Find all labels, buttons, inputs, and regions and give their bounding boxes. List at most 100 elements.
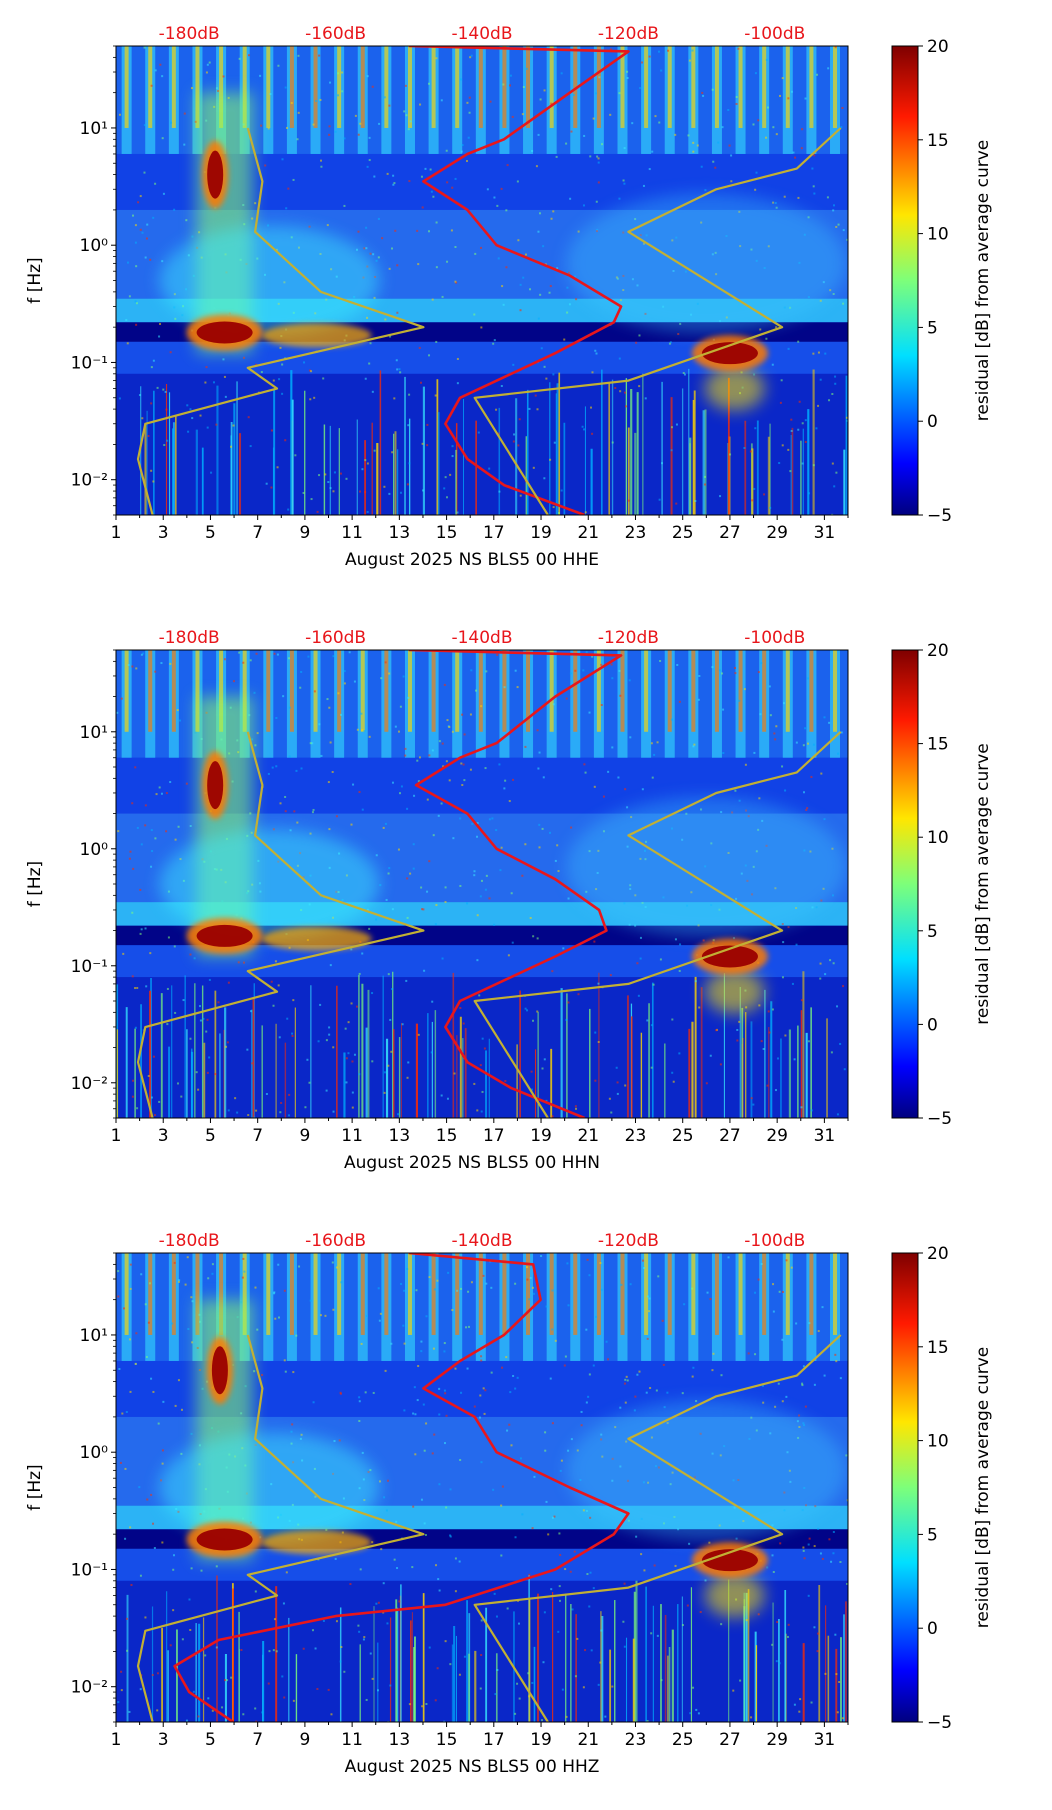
noise-speckle	[292, 999, 295, 1002]
noise-speckle	[408, 393, 411, 396]
noise-speckle	[161, 260, 164, 263]
noise-speckle	[761, 1384, 764, 1387]
daily-streak-core	[691, 650, 696, 732]
noise-speckle	[454, 280, 457, 283]
noise-speckle	[624, 788, 627, 791]
noise-speckle	[490, 1286, 493, 1289]
noise-speckle	[553, 441, 556, 444]
noise-speckle	[297, 111, 300, 114]
noise-speckle	[481, 1037, 484, 1040]
noise-speckle	[644, 397, 647, 400]
noise-speckle	[795, 943, 798, 946]
noise-speckle	[178, 1279, 181, 1282]
noise-speckle	[691, 49, 694, 52]
noise-speckle	[832, 1552, 835, 1555]
noise-speckle	[819, 962, 822, 965]
noise-speckle	[610, 663, 613, 666]
noise-speckle	[413, 1386, 416, 1389]
noise-speckle	[772, 1310, 775, 1313]
noise-speckle	[636, 962, 639, 965]
noise-speckle	[331, 770, 334, 773]
noise-speckle	[459, 1458, 462, 1461]
noise-speckle	[158, 786, 161, 789]
noise-speckle	[597, 161, 600, 164]
noise-speckle	[242, 661, 245, 664]
noise-speckle	[797, 340, 800, 343]
noise-speckle	[832, 1530, 835, 1533]
noise-speckle	[476, 914, 479, 917]
daily-streak-core	[502, 1253, 507, 1335]
noise-speckle	[388, 672, 391, 675]
noise-speckle	[765, 136, 768, 139]
noise-speckle	[283, 1359, 286, 1362]
noise-speckle	[322, 377, 325, 380]
noise-speckle	[200, 1569, 203, 1572]
noise-speckle	[521, 1513, 524, 1516]
x-tick-label: 3	[158, 1126, 169, 1146]
noise-speckle	[559, 1599, 562, 1602]
noise-speckle	[445, 1414, 448, 1417]
noise-speckle	[618, 197, 621, 200]
noise-speckle	[778, 94, 781, 97]
noise-speckle	[817, 404, 820, 407]
noise-speckle	[353, 680, 356, 683]
hotspot-core	[701, 945, 758, 968]
y-tick-label: 10⁻¹	[71, 1560, 108, 1580]
noise-speckle	[501, 1366, 504, 1369]
noise-speckle	[669, 341, 672, 344]
noise-speckle	[311, 1629, 314, 1632]
noise-speckle	[504, 779, 507, 782]
noise-speckle	[845, 1454, 848, 1457]
noise-speckle	[469, 768, 472, 771]
noise-speckle	[285, 207, 288, 210]
noise-speckle	[544, 1431, 547, 1434]
noise-speckle	[291, 1423, 294, 1426]
noise-speckle	[117, 1270, 120, 1273]
noise-speckle	[524, 253, 527, 256]
noise-speckle	[149, 258, 152, 261]
noise-speckle	[497, 432, 500, 435]
hotspot-core	[196, 924, 253, 947]
noise-speckle	[310, 370, 313, 373]
noise-speckle	[566, 286, 569, 289]
noise-speckle	[242, 1713, 245, 1716]
noise-speckle	[134, 1362, 137, 1365]
noise-speckle	[232, 680, 235, 683]
noise-speckle	[189, 1628, 192, 1631]
noise-speckle	[335, 1620, 338, 1623]
noise-speckle	[328, 1026, 331, 1029]
noise-speckle	[291, 1034, 294, 1037]
noise-speckle	[402, 675, 405, 678]
noise-speckle	[230, 445, 233, 448]
x-tick-label: 7	[252, 1126, 263, 1146]
noise-speckle	[609, 113, 612, 116]
noise-speckle	[533, 1475, 536, 1478]
noise-speckle	[383, 1496, 386, 1499]
daily-streak-core	[526, 1253, 531, 1335]
storm-secondary	[261, 1530, 372, 1555]
noise-speckle	[477, 431, 480, 434]
y-tick-label: 10⁰	[80, 1443, 109, 1463]
noise-speckle	[449, 1488, 452, 1491]
noise-speckle	[719, 1063, 722, 1066]
noise-speckle	[414, 1453, 417, 1456]
noise-speckle	[452, 837, 455, 840]
daily-streak-core	[667, 1253, 672, 1335]
noise-speckle	[461, 784, 464, 787]
noise-speckle	[752, 1103, 755, 1106]
y-tick-label: 10⁻¹	[71, 353, 108, 373]
noise-speckle	[831, 513, 834, 515]
noise-speckle	[405, 979, 408, 982]
noise-speckle	[400, 785, 403, 788]
noise-speckle	[525, 67, 528, 70]
noise-speckle	[657, 1275, 660, 1278]
noise-speckle	[443, 1442, 446, 1445]
noise-speckle	[709, 1298, 712, 1301]
noise-speckle	[191, 1341, 194, 1344]
noise-speckle	[516, 686, 519, 689]
noise-speckle	[625, 405, 628, 408]
noise-speckle	[224, 1679, 227, 1682]
noise-speckle	[273, 1291, 276, 1294]
noise-speckle	[403, 1289, 406, 1292]
noise-speckle	[711, 666, 714, 669]
